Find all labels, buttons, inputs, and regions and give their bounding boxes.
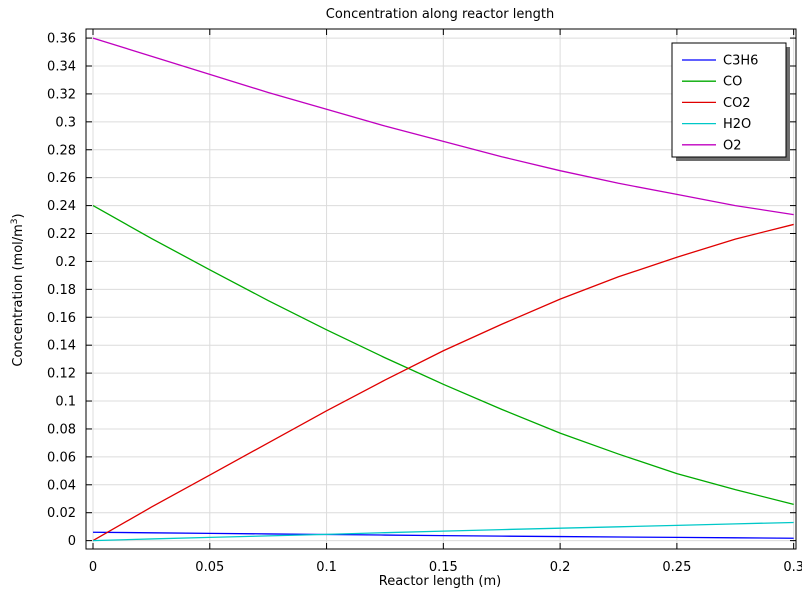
y-tick-label: 0.28 <box>47 143 76 158</box>
legend-label-o2: O2 <box>723 138 742 153</box>
y-tick-label: 0.24 <box>47 199 76 214</box>
y-tick-label: 0.34 <box>47 59 76 74</box>
y-tick-label: 0.04 <box>47 478 76 493</box>
y-tick-label: 0.32 <box>47 87 76 102</box>
grid <box>86 29 796 549</box>
y-tick-label: 0.08 <box>47 422 76 437</box>
legend-label-co: CO <box>723 75 742 90</box>
x-tick-label: 0.2 <box>550 560 571 575</box>
y-tick-label: 0.36 <box>47 32 76 47</box>
legend-label-co2: CO2 <box>723 96 751 111</box>
x-tick-label: 0.3 <box>783 560 802 575</box>
y-axis-label-superscript: 3 <box>10 218 20 224</box>
y-tick-label: 0.26 <box>47 171 76 186</box>
series-line-h2o <box>92 521 794 542</box>
y-tick-label: 0.1 <box>55 395 76 410</box>
y-tick-label: 0.14 <box>47 339 76 354</box>
y-tick-label: 0.16 <box>47 311 76 326</box>
legend-box <box>671 42 787 158</box>
x-tick-label: 0.15 <box>429 560 458 575</box>
series-line-co <box>92 205 794 505</box>
x-tick-label: 0.05 <box>195 560 224 575</box>
axes: 0 0.05 0.1 0.15 0.2 0.25 0.3 0 0.02 0.04 0.06 0.08 0… <box>47 29 802 575</box>
y-axis-label: Concentration (mol/m3) <box>10 213 26 366</box>
series-line-c3h6 <box>93 531 794 539</box>
y-axis-label-close: ) <box>11 213 26 218</box>
series-line-o2 <box>92 37 794 216</box>
series-lines <box>92 37 794 542</box>
series-line-co2 <box>92 223 794 542</box>
y-tick-label: 0.2 <box>55 255 76 270</box>
x-tick-label: 0.25 <box>662 560 691 575</box>
y-tick-label: 0.18 <box>47 283 76 298</box>
chart-title: Concentration along reactor length <box>326 7 554 22</box>
x-tick-label: 0 <box>89 560 97 575</box>
y-tick-label: 0 <box>68 534 76 549</box>
legend-label-c3h6: C3H6 <box>723 54 758 69</box>
legend: C3H6 CO CO2 H2O O2 <box>671 42 790 161</box>
x-tick-label: 0.1 <box>316 560 337 575</box>
legend-label-h2o: H2O <box>723 117 751 132</box>
y-tick-label: 0.02 <box>47 506 76 521</box>
y-tick-label: 0.12 <box>47 367 76 382</box>
y-axis-label-text: Concentration (mol/m <box>11 224 26 366</box>
x-axis-label: Reactor length (m) <box>379 574 501 589</box>
y-tick-label: 0.06 <box>47 450 76 465</box>
y-tick-label: 0.3 <box>55 115 76 130</box>
y-tick-label: 0.22 <box>47 227 76 242</box>
